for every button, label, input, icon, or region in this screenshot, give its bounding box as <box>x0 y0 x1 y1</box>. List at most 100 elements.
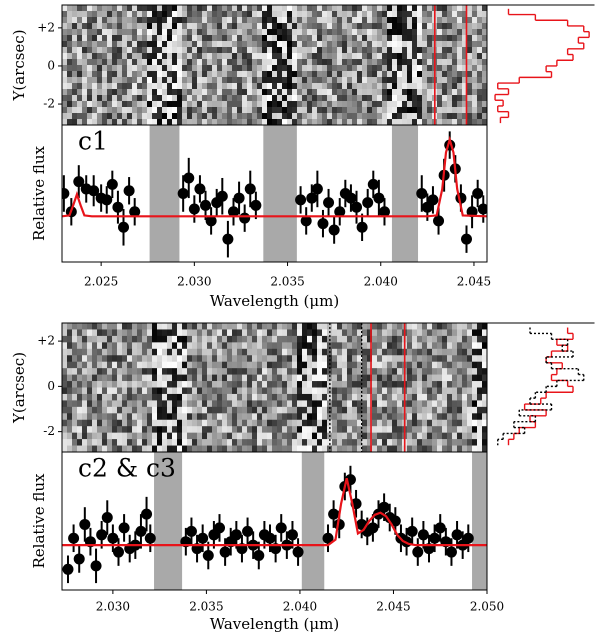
pixel <box>62 23 67 29</box>
pixel <box>197 394 202 401</box>
pixel <box>357 113 362 119</box>
pixel <box>412 388 417 395</box>
pixel <box>362 407 367 414</box>
pixel <box>132 368 137 375</box>
pixel <box>412 65 417 71</box>
pixel <box>132 113 137 119</box>
pixel <box>377 375 382 382</box>
pixel <box>112 23 117 29</box>
pixel <box>347 53 352 59</box>
pixel <box>342 413 347 420</box>
data-point <box>194 183 205 194</box>
pixel <box>442 323 447 330</box>
pixel <box>382 329 387 336</box>
pixel <box>97 101 102 107</box>
pixel <box>237 71 242 77</box>
pixel <box>77 388 82 395</box>
pixel <box>302 119 307 125</box>
pixel <box>392 336 397 343</box>
pixel <box>167 83 172 89</box>
pixel <box>277 375 282 382</box>
pixel <box>412 5 417 11</box>
pixel <box>202 323 207 330</box>
pixel <box>177 355 182 362</box>
pixel <box>192 420 197 427</box>
data-point <box>112 202 123 213</box>
pixel <box>307 336 312 343</box>
pixel <box>67 113 72 119</box>
pixel <box>362 107 367 113</box>
pixel <box>197 336 202 343</box>
pixel <box>72 323 77 330</box>
pixel <box>477 107 482 113</box>
pixel <box>247 368 252 375</box>
pixel <box>287 381 292 388</box>
pixel <box>422 349 427 356</box>
pixel <box>457 5 462 11</box>
pixel <box>222 388 227 395</box>
pixel <box>332 446 337 453</box>
pixel <box>422 101 427 107</box>
pixel <box>217 368 222 375</box>
pixel <box>472 89 477 95</box>
pixel <box>267 349 272 356</box>
pixel <box>317 349 322 356</box>
pixel <box>272 89 277 95</box>
pixel <box>302 446 307 453</box>
data-point <box>362 197 373 208</box>
pixel <box>377 323 382 330</box>
pixel <box>457 336 462 343</box>
pixel <box>232 83 237 89</box>
pixel <box>112 41 117 47</box>
pixel <box>247 375 252 382</box>
x-axis-label: Wavelength (μm) <box>210 615 339 633</box>
pixel <box>277 29 282 35</box>
pixel <box>82 375 87 382</box>
pixel <box>382 113 387 119</box>
pixel <box>172 407 177 414</box>
pixel <box>127 342 132 349</box>
pixel <box>377 388 382 395</box>
pixel <box>287 323 292 330</box>
pixel <box>327 29 332 35</box>
pixel <box>197 413 202 420</box>
pixel <box>412 83 417 89</box>
pixel <box>402 17 407 23</box>
pixel <box>467 446 472 453</box>
pixel <box>467 336 472 343</box>
pixel <box>322 35 327 41</box>
pixel <box>337 400 342 407</box>
pixel <box>362 95 367 101</box>
pixel <box>67 381 72 388</box>
pixel <box>222 83 227 89</box>
pixel <box>332 41 337 47</box>
pixel <box>372 381 377 388</box>
pixel <box>172 113 177 119</box>
pixel <box>247 59 252 65</box>
pixel <box>237 329 242 336</box>
pixel <box>142 35 147 41</box>
pixel <box>437 433 442 440</box>
pixel <box>182 368 187 375</box>
pixel <box>287 5 292 11</box>
pixel <box>157 11 162 17</box>
pixel <box>152 433 157 440</box>
pixel <box>62 394 67 401</box>
pixel <box>457 394 462 401</box>
pixel <box>347 439 352 446</box>
pixel <box>187 407 192 414</box>
pixel <box>372 433 377 440</box>
pixel <box>337 381 342 388</box>
pixel <box>402 119 407 125</box>
pixel <box>337 368 342 375</box>
pixel <box>162 59 167 65</box>
pixel <box>192 355 197 362</box>
pixel <box>212 400 217 407</box>
pixel <box>82 439 87 446</box>
pixel <box>172 35 177 41</box>
pixel <box>77 35 82 41</box>
pixel <box>287 35 292 41</box>
pixel <box>422 362 427 369</box>
pixel <box>157 119 162 125</box>
pixel <box>202 407 207 414</box>
